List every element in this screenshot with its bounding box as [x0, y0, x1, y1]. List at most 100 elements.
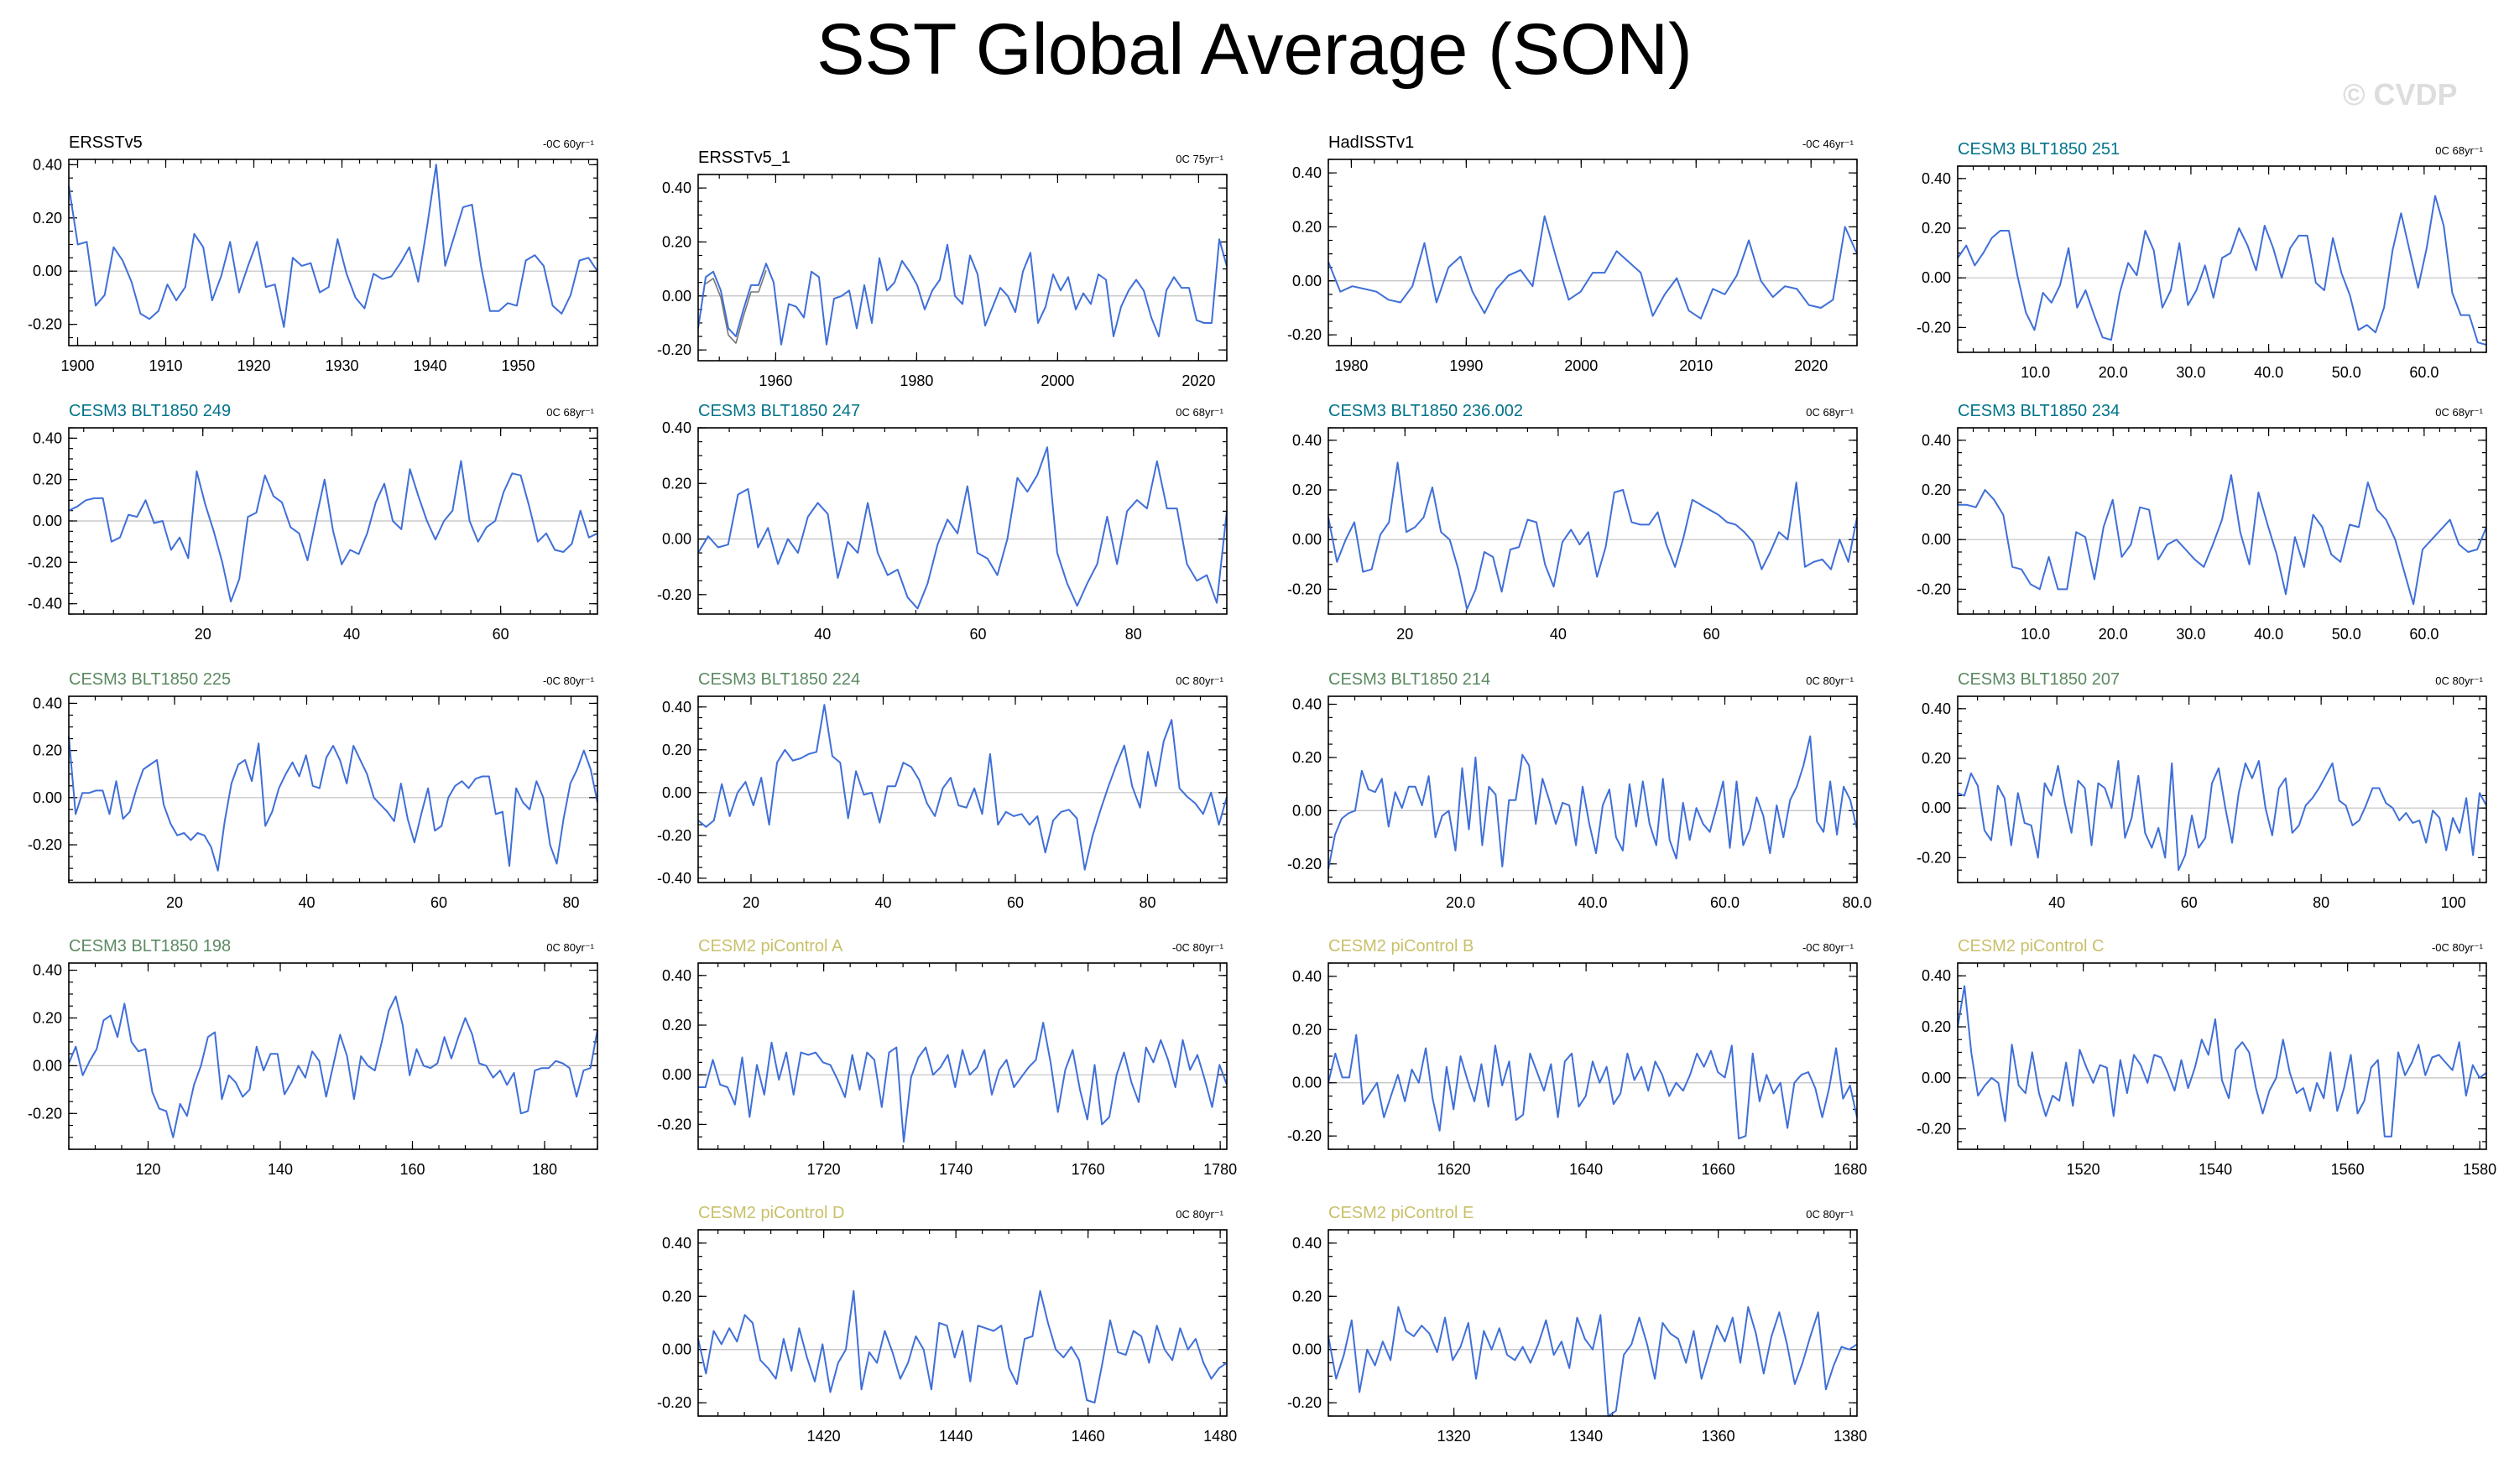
y-tick-label: 0.00 — [1292, 273, 1322, 289]
panel-title: CESM3 BLT1850 247 — [698, 402, 860, 420]
page-title: SST Global Average (SON) — [816, 9, 1693, 90]
panel-title: CESM3 BLT1850 251 — [1958, 140, 2120, 159]
panel-title: CESM3 BLT1850 224 — [698, 670, 860, 689]
panel-hadisstv1: HadISSTv1 -0C 46yr⁻¹ 0.40 0.20 0.00 -0.20 1980… — [1287, 133, 1858, 374]
y-tick-label: 0.20 — [1292, 1288, 1322, 1304]
series-line — [1328, 1306, 1858, 1417]
series-line — [697, 238, 1228, 346]
trend-label: 0C 68yr⁻¹ — [2435, 144, 2483, 157]
y-tick-label: 0.00 — [662, 1341, 691, 1358]
x-tick-label: 1520 — [2067, 1161, 2100, 1178]
y-tick-label: -0.20 — [28, 554, 62, 570]
y-tick-label: 0.00 — [33, 513, 62, 529]
panel-cesm3-blt1850-234: CESM3 BLT1850 234 0C 68yr⁻¹ 0.40 0.20 0.00 -0… — [1917, 402, 2487, 643]
x-tick-label: 1320 — [1437, 1428, 1471, 1445]
x-tick-label: 1900 — [60, 357, 94, 374]
y-tick-label: 0.40 — [662, 699, 691, 716]
x-tick-label: 1380 — [1834, 1428, 1867, 1445]
x-tick-label: 60 — [1007, 894, 1024, 911]
y-tick-label: -0.20 — [657, 1394, 691, 1411]
x-tick-label: 20 — [743, 894, 759, 911]
y-tick-label: 0.20 — [662, 1017, 691, 1034]
plot-frame — [68, 159, 598, 346]
plot-frame — [1957, 695, 2487, 883]
panel-cesm3-blt1850-251: CESM3 BLT1850 251 0C 68yr⁻¹ 0.40 0.20 0.00 -0… — [1917, 140, 2487, 381]
y-tick-label: 0.20 — [33, 742, 62, 759]
x-tick-label: 40.0 — [2254, 626, 2283, 643]
x-tick-label: 40 — [298, 894, 315, 911]
x-tick-label: 1980 — [1334, 357, 1368, 374]
x-tick-label: 80 — [1139, 894, 1155, 911]
x-tick-label: 20 — [195, 626, 211, 643]
x-tick-label: 1740 — [939, 1161, 973, 1178]
panel-title: ERSSTv5 — [69, 133, 143, 152]
x-tick-label: 1440 — [939, 1428, 973, 1445]
x-tick-label: 2000 — [1564, 357, 1598, 374]
panel-title: CESM2 piControl D — [698, 1204, 845, 1222]
panel-cesm3-blt1850-249: CESM3 BLT1850 249 0C 68yr⁻¹ 0.40 0.20 0.00 -0… — [28, 402, 598, 643]
y-tick-label: -0.40 — [28, 596, 62, 612]
y-tick-label: 0.20 — [662, 233, 691, 250]
x-tick-label: 60 — [2181, 894, 2198, 911]
series-line — [68, 995, 598, 1138]
plot-frame — [1328, 427, 1858, 615]
panel-title: CESM3 BLT1850 214 — [1328, 670, 1490, 689]
y-tick-label: 0.40 — [33, 962, 62, 979]
x-tick-label: 140 — [268, 1161, 293, 1178]
x-tick-label: 80 — [1125, 626, 1142, 643]
y-tick-label: -0.20 — [657, 586, 691, 603]
y-tick-label: 0.00 — [662, 784, 691, 801]
x-tick-label: 1760 — [1072, 1161, 1105, 1178]
series-line — [1957, 985, 2487, 1138]
x-tick-label: 10.0 — [2021, 364, 2050, 381]
x-tick-label: 1780 — [1203, 1161, 1237, 1178]
panel-cesm2-picontrol-e: CESM2 piControl E 0C 80yr⁻¹ 0.40 0.20 0.00 -0… — [1287, 1204, 1867, 1445]
panel-title: CESM2 piControl B — [1328, 937, 1474, 955]
y-tick-label: -0.20 — [1287, 326, 1322, 343]
trend-label: 0C 80yr⁻¹ — [1176, 1208, 1223, 1221]
panel-ersstv5-1: ERSSTv5_1 0C 75yr⁻¹ 0.40 0.20 0.00 -0.20 1960 1… — [657, 148, 1228, 389]
x-tick-label: 30.0 — [2176, 626, 2205, 643]
panel-title: CESM3 BLT1850 225 — [69, 670, 231, 689]
y-tick-label: 0.00 — [1922, 531, 1951, 548]
panel-cesm2-picontrol-a: CESM2 piControl A -0C 80yr⁻¹ 0.40 0.20 0.00 -… — [657, 937, 1237, 1178]
y-tick-label: -0.40 — [657, 870, 691, 887]
y-tick-label: 0.40 — [662, 967, 691, 984]
trend-label: -0C 46yr⁻¹ — [1802, 138, 1854, 150]
y-tick-label: -0.20 — [1917, 849, 1951, 866]
y-tick-label: 0.40 — [1292, 164, 1322, 181]
series-line — [1328, 215, 1858, 320]
y-tick-label: -0.20 — [1917, 319, 1951, 336]
y-tick-label: 0.20 — [1292, 218, 1322, 235]
plot-frame — [68, 695, 598, 883]
series-line — [697, 1289, 1228, 1404]
y-tick-label: -0.20 — [657, 1116, 691, 1133]
y-tick-label: 0.20 — [1922, 1018, 1951, 1035]
y-tick-label: 0.00 — [1292, 802, 1322, 819]
plot-frame — [1328, 1229, 1858, 1417]
x-tick-label: 1920 — [237, 357, 270, 374]
trend-label: 0C 80yr⁻¹ — [1806, 674, 1854, 687]
y-tick-label: 0.00 — [33, 263, 62, 279]
trend-label: 0C 68yr⁻¹ — [1176, 406, 1223, 419]
plot-frame — [697, 174, 1228, 362]
trend-label: 0C 68yr⁻¹ — [2435, 406, 2483, 419]
x-tick-label: 1720 — [807, 1161, 841, 1178]
y-tick-label: 0.00 — [1292, 1341, 1322, 1358]
y-tick-label: 0.00 — [662, 288, 691, 305]
x-tick-label: 1910 — [149, 357, 182, 374]
panel-title: ERSSTv5_1 — [698, 148, 790, 167]
y-tick-label: 0.20 — [1292, 1021, 1322, 1038]
panel-cesm2-picontrol-c: CESM2 piControl C -0C 80yr⁻¹ 0.40 0.20 0.00 -… — [1917, 937, 2496, 1178]
trend-label: 0C 80yr⁻¹ — [1806, 1208, 1854, 1221]
y-tick-label: 0.00 — [1292, 531, 1322, 548]
series-line — [698, 1022, 1228, 1143]
y-tick-label: 0.40 — [1922, 967, 1951, 984]
x-tick-label: 20.0 — [2099, 626, 2128, 643]
x-tick-label: 40 — [343, 626, 360, 643]
series-line — [1958, 474, 2487, 606]
y-tick-label: -0.20 — [1287, 1127, 1322, 1144]
x-tick-label: 60 — [430, 894, 447, 911]
y-tick-label: 0.40 — [1292, 696, 1322, 713]
panel-cesm3-blt1850-225: CESM3 BLT1850 225 -0C 80yr⁻¹ 0.40 0.20 0.00 -… — [28, 670, 598, 911]
